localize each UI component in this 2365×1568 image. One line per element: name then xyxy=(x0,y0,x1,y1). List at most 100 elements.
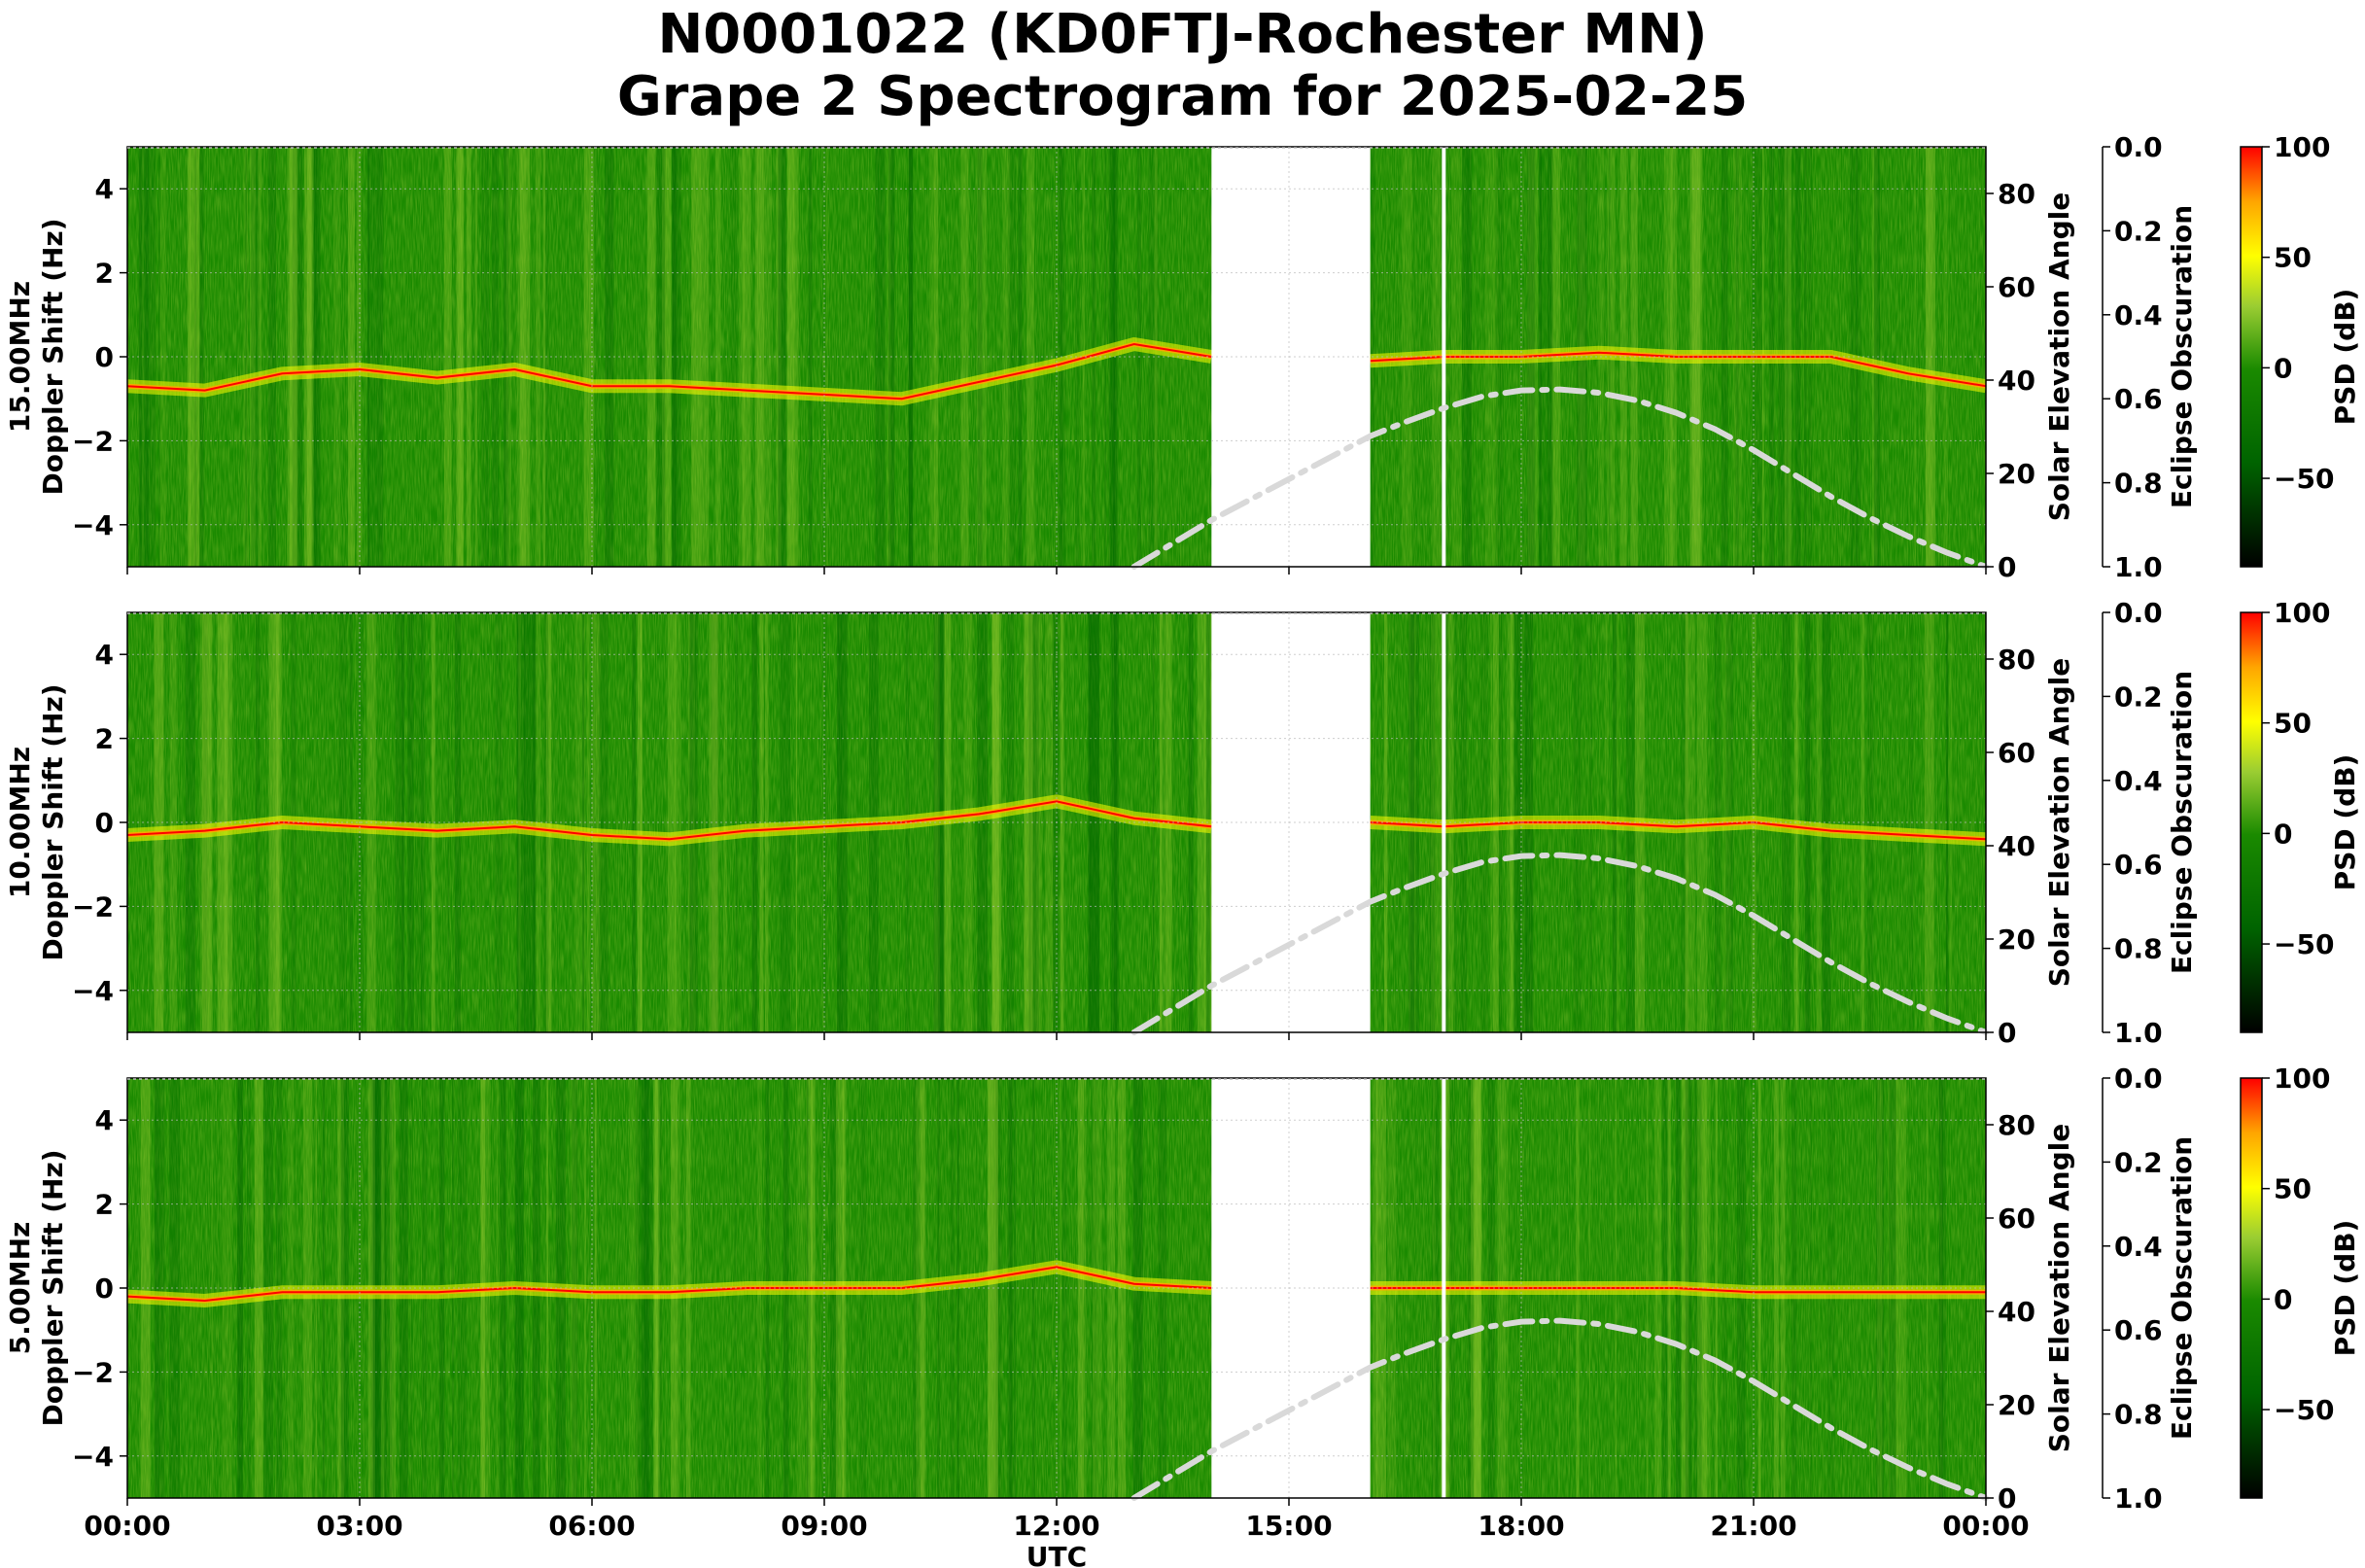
y3-tick-label: 0.4 xyxy=(2114,765,2163,797)
y-axis-label-frequency: 10.00MHz xyxy=(4,747,36,898)
spectrogram-streak xyxy=(1018,147,1023,567)
spectrogram-streak xyxy=(656,147,666,567)
spectrogram-streak xyxy=(1089,612,1100,1032)
y-axis-label-frequency: 15.00MHz xyxy=(4,281,36,433)
spectrogram-streak xyxy=(672,147,681,567)
y2-axis-label: Solar Elevation Angle xyxy=(2043,192,2075,521)
spectrogram-streak xyxy=(977,147,983,567)
spectrogram-streak xyxy=(376,147,384,567)
y2-tick-label: 80 xyxy=(1998,644,2035,676)
y2-tick-label: 0 xyxy=(1998,1017,2016,1049)
spectrogram-streak xyxy=(778,147,786,567)
spectrogram-streak xyxy=(245,147,247,567)
spectrogram-streak xyxy=(793,147,799,567)
spectrogram-streak xyxy=(742,147,751,567)
spectrogram-streak xyxy=(474,147,478,567)
colorbar-tick-label: −50 xyxy=(2274,928,2334,960)
y-tick-label: −4 xyxy=(72,975,114,1007)
spectrogram-streak xyxy=(154,612,164,1032)
spectrogram-streak xyxy=(786,147,796,567)
y-axis-label-doppler: Doppler Shift (Hz) xyxy=(37,683,69,960)
y3-tick-label: 0.6 xyxy=(2114,1314,2163,1346)
y3-axis-label: Eclipse Obscuration xyxy=(2166,1136,2198,1440)
y2-tick-label: 0 xyxy=(1998,1482,2016,1515)
spectrogram-streak xyxy=(1822,612,1831,1032)
solar-elevation-curve xyxy=(1130,1317,1989,1501)
y2-tick-label: 20 xyxy=(1998,458,2035,490)
spectrogram-streak xyxy=(700,147,710,567)
spectrogram-streak xyxy=(456,147,465,567)
y3-tick-label: 0.8 xyxy=(2114,933,2163,965)
colorbar-tick-label: 50 xyxy=(2274,1173,2312,1205)
spectrogram-streak xyxy=(1113,612,1120,1032)
spectrogram-streak xyxy=(1093,1078,1102,1498)
spectrogram-streak xyxy=(995,1078,997,1498)
colorbar xyxy=(2240,146,2263,568)
spectrogram-streak xyxy=(987,1078,997,1498)
colorbar xyxy=(2240,611,2263,1033)
spectrogram-streak xyxy=(1154,147,1158,567)
spectrogram-streak xyxy=(689,612,698,1032)
spectrogram-streak xyxy=(1873,147,1881,567)
spectrogram-streak xyxy=(709,612,719,1032)
spectrogram-streak xyxy=(169,612,177,1032)
colorbar-tick-label: 0 xyxy=(2274,1283,2292,1315)
spectrogram-streak xyxy=(989,1078,1000,1498)
y3-tick-label: 0.6 xyxy=(2114,383,2163,415)
spectrogram-streak xyxy=(169,1078,180,1498)
spectrogram-streak xyxy=(287,147,297,567)
y-tick-label: 4 xyxy=(95,173,114,205)
y3-tick-label: 1.0 xyxy=(2114,551,2163,583)
spectrogram-streak xyxy=(715,147,721,567)
spectrogram-streak xyxy=(1045,612,1054,1032)
y2-tick-label: 60 xyxy=(1998,1202,2035,1235)
colorbar-tick-label: 100 xyxy=(2274,597,2330,629)
spectrogram-streak xyxy=(1013,1078,1017,1498)
y3-tick-label: 0.4 xyxy=(2114,1231,2163,1263)
spectrogram-streak xyxy=(366,147,369,567)
solar-elevation-curve xyxy=(1130,386,1989,570)
colorbar-tick-label: 100 xyxy=(2274,1063,2330,1095)
spectrogram-streak xyxy=(764,147,772,567)
spectrogram-streak xyxy=(934,147,939,567)
y2-tick-label: 80 xyxy=(1998,178,2035,210)
spectrogram-streak xyxy=(583,147,594,567)
y-tick-label: 2 xyxy=(95,723,114,755)
y3-tick-label: 0.8 xyxy=(2114,468,2163,500)
spectrogram-streak xyxy=(431,612,435,1032)
y3-tick-label: 0.0 xyxy=(2114,131,2163,163)
spectrogram-streak xyxy=(759,612,764,1032)
y3-axis-label: Eclipse Obscuration xyxy=(2166,671,2198,974)
spectrogram-streak xyxy=(1926,147,1933,567)
y3-tick-label: 0.2 xyxy=(2114,680,2163,713)
spectrogram-streak xyxy=(158,147,160,567)
spectrogram-streak xyxy=(250,147,256,567)
y2-axis-label: Solar Elevation Angle xyxy=(2043,658,2075,987)
y3-tick-label: 0.2 xyxy=(2114,1146,2163,1178)
y-tick-label: 4 xyxy=(95,639,114,671)
spectrogram-streak xyxy=(754,147,758,567)
spectrogram-streak xyxy=(1914,147,1916,567)
spectrogram-streak xyxy=(1036,612,1042,1032)
spectrogram-streak xyxy=(443,147,452,567)
y-tick-label: 4 xyxy=(95,1104,114,1136)
x-tick-label: 15:00 xyxy=(1245,1510,1332,1542)
spectrogram-streak xyxy=(420,612,426,1032)
spectrogram-streak xyxy=(1009,1078,1014,1498)
spectrogram-streak xyxy=(712,612,718,1032)
spectrogram-streak xyxy=(586,612,590,1032)
spectrogram-streak xyxy=(808,147,813,567)
spectrogram-streak xyxy=(190,147,200,567)
spectrogram-streak xyxy=(185,612,195,1032)
spectrogram-streak xyxy=(356,147,362,567)
spectrogram-streak xyxy=(545,612,551,1032)
spectrogram-streak xyxy=(187,147,191,567)
spectrogram-streak xyxy=(145,147,157,567)
spectrogram-streak xyxy=(1946,612,1949,1032)
x-tick-label: 21:00 xyxy=(1710,1510,1796,1542)
y-tick-label: 2 xyxy=(95,1189,114,1221)
spectrogram-streak xyxy=(887,147,891,567)
spectrogram-streak xyxy=(504,147,509,567)
y3-tick-label: 0.0 xyxy=(2114,597,2163,629)
